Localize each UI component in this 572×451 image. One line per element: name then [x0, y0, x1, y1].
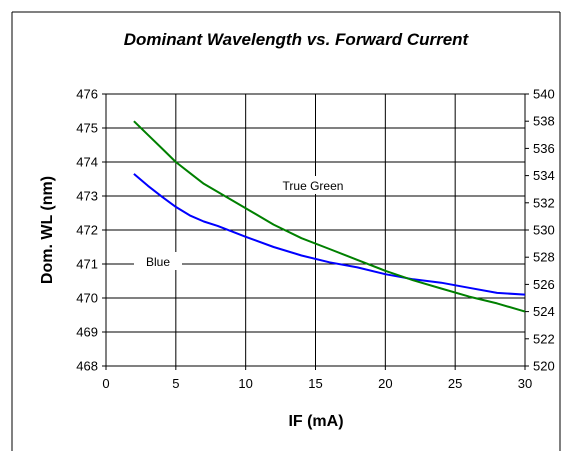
y2-tick-label: 530 [533, 223, 555, 238]
x-tick-label: 25 [448, 376, 462, 391]
y2-tick-label: 536 [533, 141, 555, 156]
series-line-true-green [133, 120, 526, 313]
y-tick-label: 471 [76, 257, 98, 272]
y2-tick-label: 522 [533, 331, 555, 346]
y2-tick-label: 538 [533, 114, 555, 129]
y-tick-label: 469 [76, 325, 98, 340]
annotation-true-green: True Green [283, 179, 344, 193]
x-tick-label: 20 [378, 376, 392, 391]
x-tick-label: 30 [518, 376, 532, 391]
annotation-bg-blue [134, 252, 182, 270]
y-tick-label: 472 [76, 223, 98, 238]
axis-ticks: 0 5 10 15 20 25 30 468 469 470 471 472 473 474 475 476 5… [76, 87, 554, 392]
series-lines [133, 120, 526, 313]
y-tick-label: 468 [76, 359, 98, 374]
y2-tick-label: 526 [533, 277, 555, 292]
y-axis-title: Dom. WL (nm) [39, 176, 56, 284]
series-line-blue [133, 173, 526, 296]
y-tick-label: 473 [76, 189, 98, 204]
x-tick-label: 15 [308, 376, 322, 391]
grid [106, 94, 525, 366]
y-tick-label: 475 [76, 121, 98, 136]
y2-tick-label: 540 [533, 87, 555, 102]
chart-title: Dominant Wavelength vs. Forward Current [124, 30, 470, 49]
annotation-bg-true-green [265, 176, 361, 194]
x-axis-title: IF (mA) [288, 413, 343, 430]
annotations: True Green Blue [134, 176, 361, 270]
x-tick-label: 0 [102, 376, 109, 391]
y2-tick-label: 524 [533, 304, 555, 319]
y2-tick-label: 532 [533, 195, 555, 210]
x-tick-label: 5 [172, 376, 179, 391]
annotation-blue: Blue [146, 255, 170, 269]
x-tick-label: 10 [238, 376, 252, 391]
y-tick-label: 476 [76, 87, 98, 102]
y2-tick-label: 520 [533, 359, 555, 374]
y2-tick-label: 534 [533, 168, 555, 183]
y-tick-label: 470 [76, 291, 98, 306]
y2-tick-label: 528 [533, 250, 555, 265]
y-tick-label: 474 [76, 155, 98, 170]
